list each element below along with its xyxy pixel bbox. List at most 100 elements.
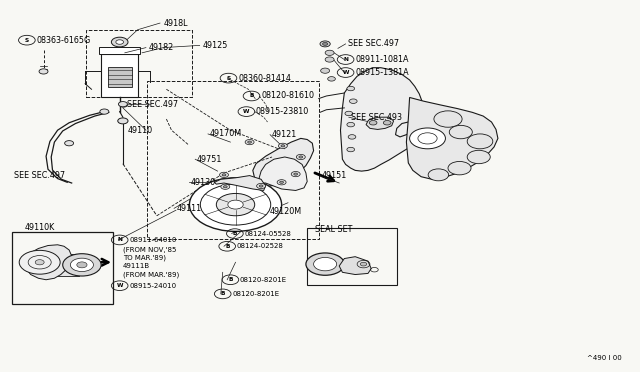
Circle shape bbox=[306, 253, 344, 275]
Text: 08915-23810: 08915-23810 bbox=[256, 107, 309, 116]
Bar bbox=[147, 81, 319, 239]
Text: 4918L: 4918L bbox=[163, 19, 188, 28]
Text: (FROM NOV,'85: (FROM NOV,'85 bbox=[123, 247, 176, 253]
Bar bbox=[307, 228, 397, 285]
Circle shape bbox=[314, 257, 337, 271]
Circle shape bbox=[259, 185, 263, 187]
Polygon shape bbox=[340, 68, 424, 171]
Circle shape bbox=[328, 77, 335, 81]
Circle shape bbox=[325, 50, 334, 55]
Polygon shape bbox=[24, 245, 72, 280]
Circle shape bbox=[77, 262, 87, 268]
Text: 08120-8201E: 08120-8201E bbox=[240, 277, 287, 283]
Text: W: W bbox=[116, 283, 123, 288]
Text: 08124-02528: 08124-02528 bbox=[237, 243, 284, 249]
Text: SEE SEC.493: SEE SEC.493 bbox=[351, 113, 402, 122]
Circle shape bbox=[383, 121, 391, 125]
Circle shape bbox=[360, 262, 367, 266]
Circle shape bbox=[189, 178, 282, 231]
Circle shape bbox=[369, 121, 377, 125]
Polygon shape bbox=[259, 157, 307, 190]
Circle shape bbox=[257, 183, 266, 189]
Text: 49751: 49751 bbox=[197, 155, 223, 164]
Circle shape bbox=[248, 141, 252, 143]
Circle shape bbox=[299, 156, 303, 158]
Circle shape bbox=[228, 200, 243, 209]
Circle shape bbox=[277, 180, 286, 185]
Text: S: S bbox=[227, 76, 230, 81]
Text: SEE SEC.497: SEE SEC.497 bbox=[14, 171, 65, 180]
Text: W: W bbox=[342, 70, 349, 75]
Text: TO MAR.'89): TO MAR.'89) bbox=[123, 254, 166, 261]
Circle shape bbox=[294, 173, 298, 175]
Circle shape bbox=[70, 258, 93, 272]
Circle shape bbox=[222, 174, 226, 176]
Circle shape bbox=[320, 41, 330, 47]
Text: B: B bbox=[233, 231, 237, 236]
Circle shape bbox=[35, 260, 44, 265]
Text: 08911-64010: 08911-64010 bbox=[129, 237, 177, 243]
Circle shape bbox=[245, 140, 254, 145]
Circle shape bbox=[296, 154, 305, 160]
Circle shape bbox=[216, 193, 255, 216]
Text: ^490 I 00: ^490 I 00 bbox=[588, 355, 622, 361]
Circle shape bbox=[63, 254, 101, 276]
Circle shape bbox=[410, 128, 445, 149]
Circle shape bbox=[347, 147, 355, 152]
Text: SEE SEC.497: SEE SEC.497 bbox=[127, 100, 178, 109]
Text: B: B bbox=[225, 244, 229, 249]
Polygon shape bbox=[406, 97, 498, 179]
Circle shape bbox=[118, 118, 128, 124]
Circle shape bbox=[325, 57, 334, 62]
Circle shape bbox=[428, 169, 449, 181]
Text: 08911-1081A: 08911-1081A bbox=[355, 55, 409, 64]
Circle shape bbox=[448, 161, 471, 175]
Circle shape bbox=[118, 102, 127, 107]
Text: 49182: 49182 bbox=[148, 43, 173, 52]
Text: 49125: 49125 bbox=[202, 41, 228, 50]
Bar bbox=[108, 67, 132, 87]
Circle shape bbox=[349, 99, 357, 103]
Circle shape bbox=[280, 181, 284, 183]
Circle shape bbox=[65, 141, 74, 146]
Polygon shape bbox=[339, 257, 371, 275]
Text: 49121: 49121 bbox=[272, 130, 297, 139]
Text: 08120-8201E: 08120-8201E bbox=[232, 291, 280, 297]
Bar bbox=[52, 254, 79, 276]
Circle shape bbox=[434, 111, 462, 127]
Circle shape bbox=[348, 135, 356, 139]
Text: 49151: 49151 bbox=[321, 171, 346, 180]
Text: B: B bbox=[221, 291, 225, 296]
Text: (FROM MAR.'89): (FROM MAR.'89) bbox=[123, 271, 179, 278]
Text: 08124-05528: 08124-05528 bbox=[244, 231, 291, 237]
Circle shape bbox=[321, 68, 330, 73]
Polygon shape bbox=[214, 176, 266, 190]
Circle shape bbox=[223, 186, 227, 188]
Text: SEAL SET: SEAL SET bbox=[315, 225, 352, 234]
Text: 08915-24010: 08915-24010 bbox=[129, 283, 177, 289]
Text: N: N bbox=[343, 57, 348, 62]
Circle shape bbox=[449, 125, 472, 139]
Circle shape bbox=[323, 42, 328, 45]
Circle shape bbox=[278, 143, 287, 148]
Circle shape bbox=[120, 103, 127, 107]
Text: 49110K: 49110K bbox=[24, 223, 54, 232]
Circle shape bbox=[467, 134, 493, 149]
Circle shape bbox=[281, 145, 285, 147]
Circle shape bbox=[39, 69, 48, 74]
Bar bbox=[99, 47, 140, 54]
Circle shape bbox=[291, 171, 300, 177]
Circle shape bbox=[100, 109, 109, 114]
Text: 08363-6165G: 08363-6165G bbox=[36, 36, 91, 45]
Text: 08120-81610: 08120-81610 bbox=[261, 92, 314, 100]
Text: 49111B: 49111B bbox=[123, 263, 150, 269]
Text: 49130: 49130 bbox=[191, 178, 216, 187]
Polygon shape bbox=[253, 138, 314, 187]
Circle shape bbox=[347, 122, 355, 127]
Circle shape bbox=[111, 37, 128, 47]
Bar bbox=[12, 232, 113, 304]
Text: 49110: 49110 bbox=[128, 126, 153, 135]
Circle shape bbox=[19, 250, 60, 274]
Circle shape bbox=[220, 172, 228, 177]
Text: 49170M: 49170M bbox=[210, 129, 242, 138]
